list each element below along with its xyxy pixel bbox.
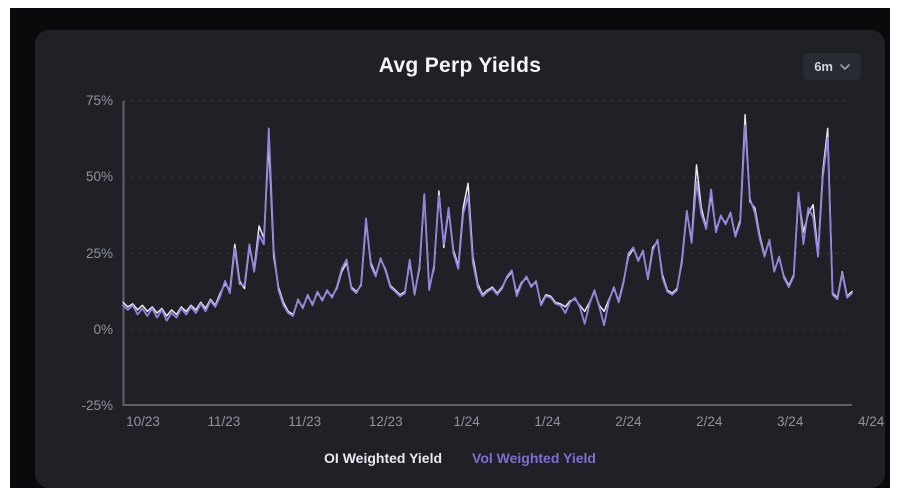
legend-item-vol-weighted-yield[interactable]: Vol Weighted Yield — [472, 450, 596, 466]
x-tick-label: 11/23 — [208, 414, 241, 429]
legend-item-oi-weighted-yield[interactable]: OI Weighted Yield — [324, 450, 442, 466]
chart-legend: OI Weighted Yield Vol Weighted Yield — [35, 450, 885, 466]
x-axis-labels: 10/23 11/23 11/23 12/23 1/24 1/24 2/24 2/24 3/24… — [123, 414, 883, 434]
y-tick-label: 25% — [35, 246, 113, 261]
plot-area[interactable] — [123, 101, 852, 406]
app-background: Avg Perp Yields 6m 75% 50% 25% 0% -25% 10/23… — [10, 8, 890, 488]
x-tick-label: 2/24 — [615, 414, 641, 429]
x-tick-label: 3/24 — [777, 414, 803, 429]
chart-card: Avg Perp Yields 6m 75% 50% 25% 0% -25% 10/23… — [35, 30, 885, 488]
x-tick-label: 11/23 — [288, 414, 321, 429]
y-tick-label: 0% — [35, 322, 113, 337]
y-tick-label: 75% — [35, 93, 113, 108]
x-tick-label: 1/24 — [534, 414, 560, 429]
line-chart — [123, 101, 852, 406]
time-range-value: 6m — [814, 59, 833, 74]
x-tick-label: 2/24 — [696, 414, 722, 429]
x-tick-label: 10/23 — [126, 414, 160, 429]
chart-title: Avg Perp Yields — [35, 54, 885, 78]
y-tick-label: -25% — [35, 398, 113, 413]
x-tick-label: 4/24 — [858, 414, 884, 429]
chevron-down-icon — [840, 64, 850, 70]
y-axis-labels: 75%50%25%0%-25% — [35, 101, 113, 406]
time-range-selector[interactable]: 6m — [803, 53, 861, 80]
y-tick-label: 50% — [35, 169, 113, 184]
x-tick-label: 12/23 — [369, 414, 403, 429]
x-tick-label: 1/24 — [453, 414, 479, 429]
